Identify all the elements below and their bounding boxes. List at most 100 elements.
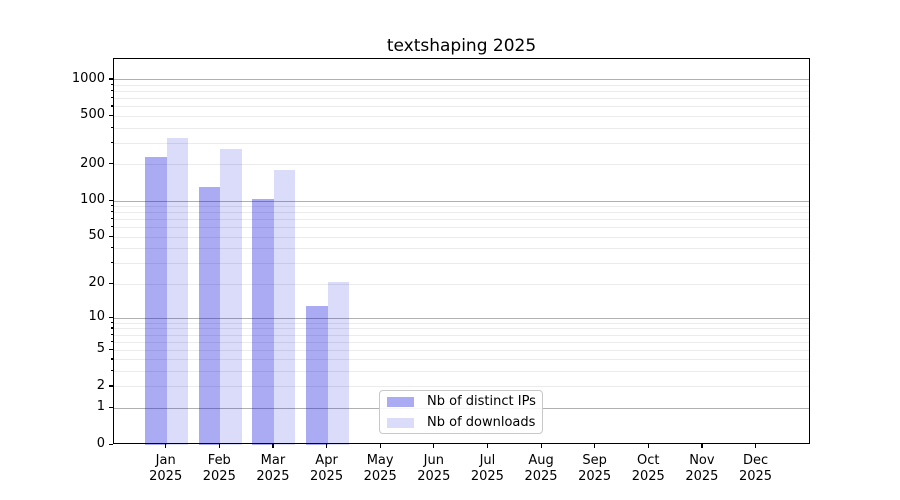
- bar-distinct-ips-mar: [252, 198, 274, 445]
- y-minortick-400: [110, 126, 113, 128]
- x-tick-label-oct: Oct 2025: [631, 453, 665, 484]
- x-tick-mark-jan: [165, 444, 167, 448]
- legend-label-distinct-ips: Nb of distinct IPs: [427, 394, 536, 409]
- y-tick-mark-100: [109, 199, 113, 201]
- gridline-minor-50: [114, 236, 809, 238]
- y-tick-label-5: 5: [96, 341, 105, 357]
- legend-swatch-downloads: [387, 417, 414, 428]
- gridline-minor-2: [114, 386, 809, 388]
- gridline-minor-6: [114, 341, 809, 343]
- y-minortick-40: [110, 247, 113, 249]
- y-tick-label-0: 0: [96, 436, 105, 451]
- x-tick-mark-aug: [540, 444, 542, 448]
- gridline-minor-700: [114, 98, 809, 100]
- x-tick-label-aug: Aug 2025: [524, 453, 558, 484]
- gridline-minor-4: [114, 359, 809, 361]
- x-tick-label-nov: Nov 2025: [685, 453, 719, 484]
- y-minortick-300: [110, 141, 113, 144]
- gridline-minor-60: [114, 227, 809, 229]
- y-minortick-700: [110, 97, 113, 99]
- gridline-major-10: [114, 317, 809, 319]
- y-tick-mark-50: [109, 235, 113, 237]
- x-tick-mark-may: [379, 444, 381, 448]
- legend: Nb of distinct IPs Nb of downloads: [379, 390, 543, 434]
- x-tick-label-sep: Sep 2025: [578, 453, 612, 484]
- x-tick-mark-jun: [433, 444, 435, 448]
- bar-downloads-mar: [273, 170, 296, 445]
- y-tick-mark-10: [109, 316, 113, 318]
- gridline-minor-7: [114, 334, 809, 336]
- x-tick-mark-jul: [486, 444, 489, 448]
- y-tick-label-2: 2: [96, 377, 105, 393]
- x-tick-label-jul: Jul 2025: [470, 453, 504, 484]
- y-minortick-30: [110, 262, 113, 264]
- bar-downloads-jan: [166, 138, 189, 445]
- y-tick-label-100: 100: [80, 192, 105, 208]
- gridline-major-100: [114, 200, 809, 202]
- plot-area: [113, 58, 810, 445]
- y-minortick-600: [110, 105, 113, 107]
- y-minortick-800: [110, 90, 113, 92]
- gridline-minor-30: [114, 263, 809, 265]
- gridline-minor-80: [114, 212, 809, 214]
- y-tick-mark-5: [109, 348, 113, 350]
- x-tick-label-feb: Feb 2025: [202, 453, 236, 484]
- y-minortick-900: [110, 83, 113, 86]
- gridline-minor-40: [114, 248, 809, 250]
- gridline-minor-3: [114, 371, 809, 373]
- y-tick-label-20: 20: [88, 275, 105, 291]
- gridline-minor-90: [114, 206, 809, 208]
- legend-item-distinct-ips: Nb of distinct IPs: [387, 392, 542, 412]
- y-tick-label-200: 200: [80, 155, 105, 171]
- bar-distinct-ips-jan: [145, 157, 167, 445]
- y-tick-mark-2: [109, 385, 113, 387]
- x-tick-label-mar: Mar 2025: [256, 453, 290, 484]
- y-minortick-6: [110, 340, 113, 342]
- x-tick-mark-dec: [755, 444, 757, 448]
- gridline-minor-900: [114, 84, 809, 86]
- y-tick-mark-500: [109, 114, 113, 117]
- x-tick-mark-oct: [647, 444, 649, 448]
- gridline-minor-20: [114, 283, 809, 285]
- gridline-major-1000: [114, 79, 809, 81]
- x-tick-mark-nov: [701, 444, 703, 448]
- gridline-minor-400: [114, 127, 809, 129]
- y-tick-mark-0: [109, 443, 113, 445]
- y-tick-mark-1: [109, 406, 113, 409]
- y-minortick-3: [110, 370, 113, 372]
- gridline-minor-70: [114, 219, 809, 221]
- y-minortick-80: [110, 211, 113, 213]
- x-tick-mark-feb: [218, 444, 220, 448]
- y-minortick-90: [110, 205, 113, 207]
- y-minortick-9: [110, 321, 113, 323]
- gridline-minor-500: [114, 115, 809, 117]
- x-tick-label-dec: Dec 2025: [738, 453, 773, 484]
- gridline-minor-5: [114, 349, 809, 351]
- y-minortick-60: [110, 226, 113, 228]
- bar-distinct-ips-apr: [306, 305, 328, 445]
- y-tick-mark-20: [109, 282, 113, 284]
- y-tick-mark-200: [109, 163, 113, 165]
- legend-item-downloads: Nb of downloads: [387, 413, 542, 433]
- bar-downloads-feb: [220, 148, 242, 445]
- y-tick-label-50: 50: [88, 228, 105, 244]
- y-tick-mark-1000: [109, 78, 113, 80]
- y-minortick-70: [110, 218, 113, 220]
- gridline-minor-8: [114, 328, 809, 330]
- y-minortick-7: [110, 333, 113, 335]
- x-tick-label-may: May 2025: [363, 453, 397, 484]
- x-tick-label-jun: Jun 2025: [417, 453, 451, 484]
- bar-distinct-ips-feb: [198, 187, 221, 445]
- bar-downloads-apr: [327, 281, 350, 445]
- y-minortick-4: [110, 358, 113, 360]
- gridline-minor-300: [114, 142, 809, 144]
- legend-label-downloads: Nb of downloads: [427, 415, 536, 430]
- gridline-minor-200: [114, 164, 809, 166]
- y-tick-label-1: 1: [96, 399, 105, 415]
- gridline-minor-9: [114, 322, 809, 324]
- y-tick-label-500: 500: [80, 107, 105, 123]
- gridline-minor-600: [114, 106, 809, 108]
- y-minortick-8: [110, 327, 113, 329]
- x-tick-label-jan: Jan 2025: [149, 453, 183, 484]
- legend-swatch-distinct-ips: [387, 396, 414, 407]
